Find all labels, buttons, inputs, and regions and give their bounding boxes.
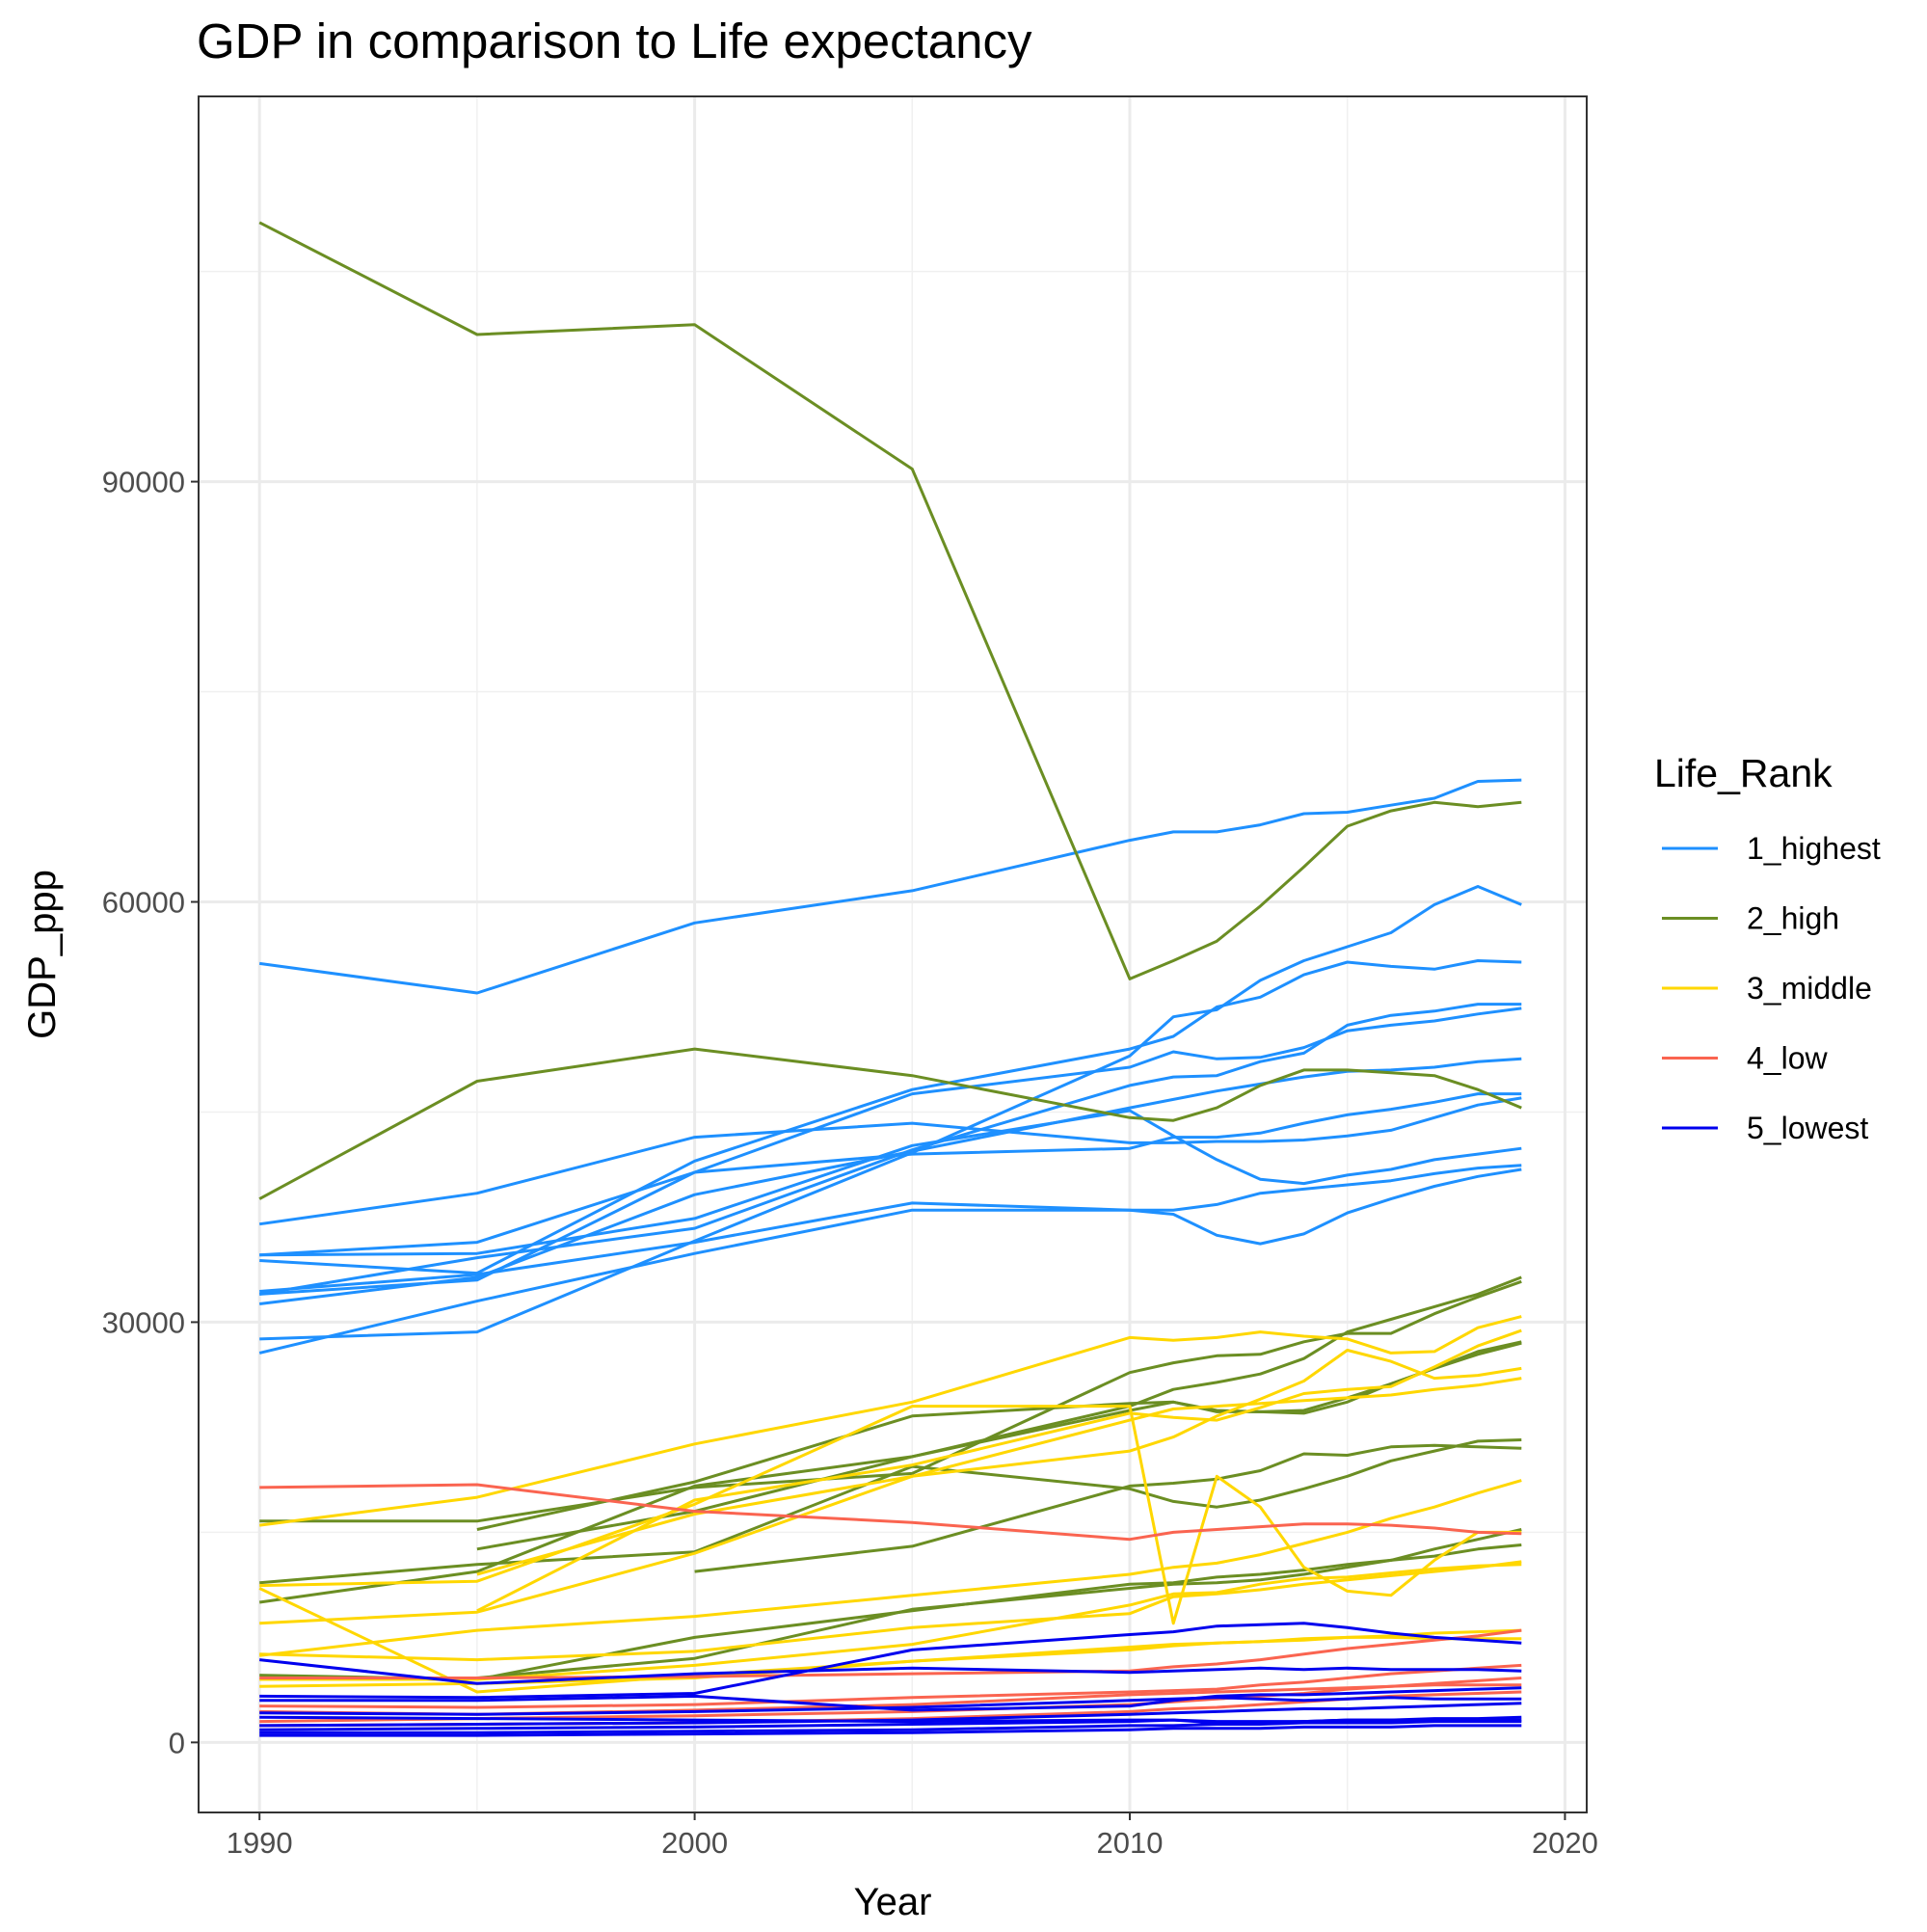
series-line-1-highest — [259, 1006, 1522, 1257]
series-line-3-middle — [259, 1479, 1522, 1657]
series-line-4-low — [259, 1683, 1522, 1716]
series-line-1-highest — [258, 1096, 1522, 1226]
y-axis-title: GDP_ppp — [21, 870, 64, 1039]
legend-label-3-middle: 3_middle — [1747, 971, 1872, 1006]
series-line-5-lowest — [259, 1724, 1522, 1737]
panel-border — [198, 95, 1588, 1813]
series-line-1-highest — [259, 1057, 1522, 1305]
legend-title: Life_Rank — [1654, 751, 1833, 795]
y-tick-label: 60000 — [102, 886, 185, 920]
series-line-1-highest — [258, 778, 1522, 995]
series-line-2-high — [259, 1279, 1522, 1523]
series-line-4-low — [259, 1663, 1522, 1709]
series-line-5-lowest — [259, 1686, 1522, 1712]
y-tick-label: 30000 — [102, 1305, 185, 1339]
axes: 1990 2000 2010 2020 0 30000 60000 90000 — [102, 466, 1598, 1860]
series-line-1-highest — [259, 1167, 1522, 1293]
series-line-4-low — [259, 1628, 1522, 1679]
x-tick-label: 2020 — [1532, 1826, 1598, 1860]
legend-label-2-high: 2_high — [1747, 901, 1839, 936]
series-line-1-highest — [258, 1164, 1522, 1355]
series-line-2-high — [258, 1047, 1522, 1200]
series-line-3-middle — [259, 1377, 1522, 1625]
series-line-3-middle — [476, 1328, 1522, 1613]
series-line-2-high — [259, 1543, 1522, 1681]
x-axis-title: Year — [854, 1881, 932, 1923]
series-line-3-middle — [259, 1560, 1522, 1662]
series-line-1-highest — [259, 1092, 1522, 1296]
x-tick-label: 2000 — [661, 1826, 728, 1860]
series-line-2-high — [259, 1438, 1522, 1585]
y-tick-label: 90000 — [102, 466, 185, 499]
series-lines — [258, 221, 1522, 1737]
legend-label-1-highest: 1_highest — [1747, 831, 1881, 866]
series-line-1-highest — [259, 1109, 1522, 1257]
series-line-4-low — [259, 1483, 1522, 1542]
grid — [199, 96, 1587, 1812]
series-line-5-lowest — [259, 1696, 1522, 1716]
series-line-1-highest — [258, 1003, 1522, 1296]
series-line-2-high — [694, 1443, 1522, 1573]
series-line-5-lowest — [259, 1720, 1522, 1734]
chart-title: GDP in comparison to Life expectancy — [197, 13, 1032, 68]
series-line-5-lowest — [259, 1702, 1522, 1728]
series-line-5-lowest — [259, 1622, 1522, 1700]
series-line-3-middle — [259, 1405, 1522, 1625]
legend-label-4-low: 4_low — [1747, 1041, 1829, 1076]
x-tick-label: 2010 — [1097, 1826, 1164, 1860]
series-line-2-high — [258, 1275, 1522, 1604]
series-line-5-lowest — [259, 1658, 1522, 1685]
x-tick-label: 1990 — [227, 1826, 293, 1860]
legend-label-5-lowest: 5_lowest — [1747, 1111, 1868, 1145]
series-line-3-middle — [259, 1563, 1522, 1681]
y-tick-label: 0 — [169, 1726, 185, 1759]
series-line-3-middle — [259, 1315, 1522, 1527]
legend: Life_Rank 1_highest 2_high 3_middle 4_low 5_… — [1654, 751, 1881, 1145]
series-line-1-highest — [259, 885, 1522, 1341]
series-line-5-lowest — [259, 1715, 1522, 1724]
series-line-2-high — [258, 221, 1522, 980]
series-line-1-highest — [259, 959, 1522, 1275]
